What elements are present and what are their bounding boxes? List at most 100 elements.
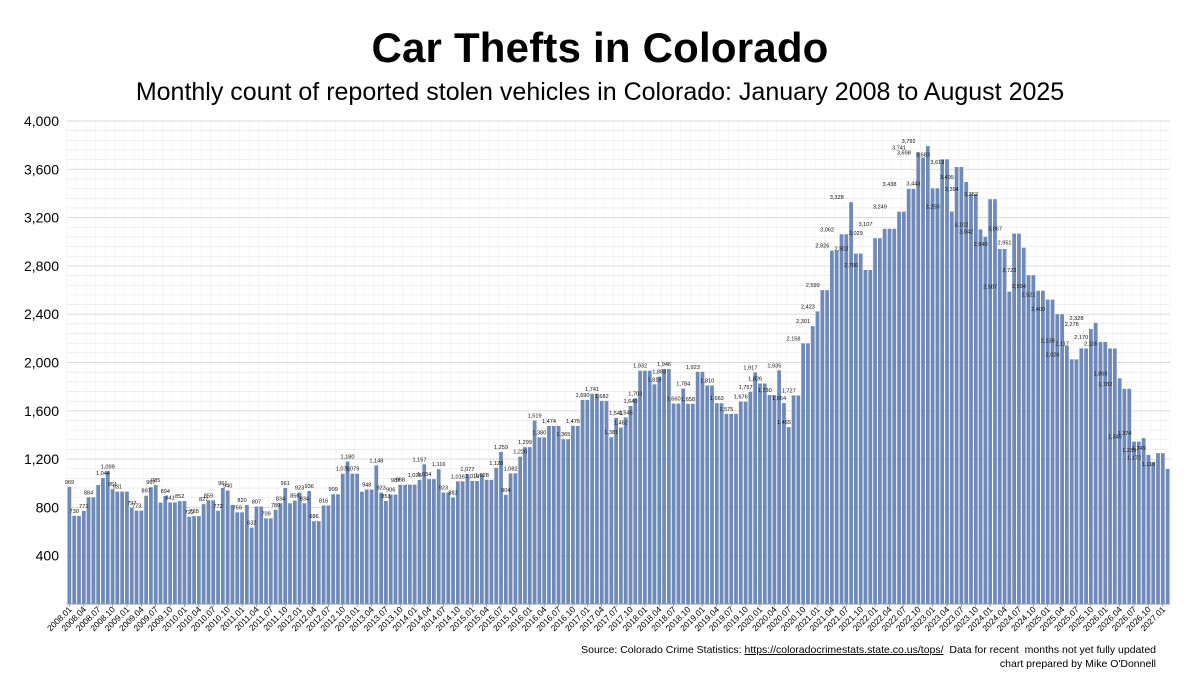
bar-value-label: 2,139 (1041, 339, 1055, 345)
bar-value-label: 940 (223, 483, 232, 489)
bar-value-label: 3,741 (892, 145, 906, 151)
y-tick-label: 2,800 (24, 258, 59, 274)
bar-value-label: 1,826 (748, 377, 762, 383)
bar-value-label: 1,019 (465, 474, 479, 480)
y-tick-label: 3,200 (24, 210, 59, 226)
bar-value-label: 3,619 (930, 160, 944, 166)
bar-value-label: 1,079 (345, 467, 359, 473)
bar-value-label: 780 (271, 503, 280, 509)
bar-value-label: 834 (276, 496, 285, 502)
bar-value-label: 961 (281, 481, 290, 487)
bar (801, 343, 806, 604)
bar (489, 479, 494, 604)
bar (398, 484, 403, 604)
bar (302, 503, 307, 604)
bar-value-label: 2,723 (1002, 268, 1016, 274)
bar (935, 188, 940, 604)
chart-credit: chart prepared by Mike O'Donnell (999, 658, 1156, 670)
bar (264, 518, 268, 604)
bar-value-label: 1,640 (623, 399, 637, 405)
bar (1060, 314, 1064, 604)
bar-value-label: 2,594 (1012, 284, 1026, 290)
bar (830, 250, 834, 605)
bar (930, 188, 935, 604)
bar-value-label: 686 (309, 514, 318, 520)
bar-value-label: 1,118 (1142, 462, 1156, 468)
bar (408, 484, 412, 604)
bar (120, 491, 125, 604)
bar (1117, 378, 1122, 604)
bar-value-label: 3,107 (858, 222, 872, 228)
bar (1007, 291, 1012, 604)
bar (1108, 348, 1112, 604)
bar (225, 490, 230, 604)
bar (436, 469, 441, 604)
bar (988, 199, 993, 604)
bar (1098, 341, 1103, 604)
bar-value-label: 632 (247, 521, 256, 527)
source-link[interactable]: https://coloradocrimestats.state.co.us/t… (744, 644, 944, 656)
bar-value-label: 841 (165, 495, 174, 501)
bar-value-label: 3,029 (849, 231, 863, 237)
bar (316, 521, 321, 604)
bar (969, 194, 973, 604)
bar (758, 383, 762, 604)
bar-value-label: 1,381 (604, 430, 618, 436)
bar-value-label: 2,587 (983, 285, 997, 291)
bar-value-label: 2,400 (1031, 307, 1045, 313)
bar (566, 439, 571, 604)
bar-value-label: 931 (113, 485, 122, 491)
bar (403, 484, 407, 604)
bar-value-label: 882 (448, 490, 457, 496)
bar-value-label: 1,249 (1132, 446, 1146, 452)
bar-value-label: 1,663 (710, 396, 724, 402)
bar-value-label: 3,438 (882, 182, 896, 188)
bar (901, 211, 906, 605)
bar (278, 503, 283, 604)
bar-value-label: 1,923 (686, 365, 700, 371)
bar-value-label: 3,062 (820, 227, 834, 233)
y-tick-label: 1,600 (24, 403, 59, 419)
bar (134, 510, 139, 604)
bar (911, 188, 916, 604)
bar (1079, 348, 1084, 604)
bar (1141, 438, 1146, 604)
bar-value-label: 987 (391, 478, 400, 484)
bar (623, 417, 628, 604)
bar (518, 456, 523, 604)
bar (633, 398, 638, 604)
bar (690, 403, 695, 604)
bar (710, 385, 714, 604)
bar-value-label: 1,545 (619, 410, 633, 416)
bar-value-label: 2,170 (1074, 335, 1088, 341)
bar (470, 480, 475, 604)
bar-value-label: 2,940 (974, 242, 988, 248)
bar-value-label: 722 (185, 510, 194, 516)
bar (177, 501, 182, 604)
bar (105, 471, 110, 604)
bar (537, 437, 542, 604)
bar (724, 413, 729, 604)
bar (983, 236, 988, 604)
bar-value-label: 859 (204, 493, 213, 499)
bar (144, 495, 148, 604)
source-note: Source: Colorado Crime Statistics: https… (581, 644, 1156, 656)
bar (945, 159, 949, 604)
bar-value-label: 1,077 (460, 467, 474, 473)
bar (115, 491, 120, 604)
bar-value-label: 2,117 (1055, 341, 1069, 347)
bar (1065, 345, 1069, 604)
bar (719, 403, 724, 604)
bar (1012, 233, 1017, 605)
bar-value-label: 3,250 (926, 205, 940, 211)
bar (729, 413, 734, 604)
y-tick-label: 800 (36, 499, 60, 515)
bar (1112, 348, 1117, 604)
bar (748, 391, 753, 604)
bar (244, 504, 249, 604)
bar-value-label: 3,792 (902, 139, 916, 145)
bar-value-label: 852 (175, 494, 184, 500)
bar-value-label: 951 (108, 482, 117, 488)
bar-value-label: 988 (396, 478, 405, 484)
bar (1151, 462, 1156, 604)
